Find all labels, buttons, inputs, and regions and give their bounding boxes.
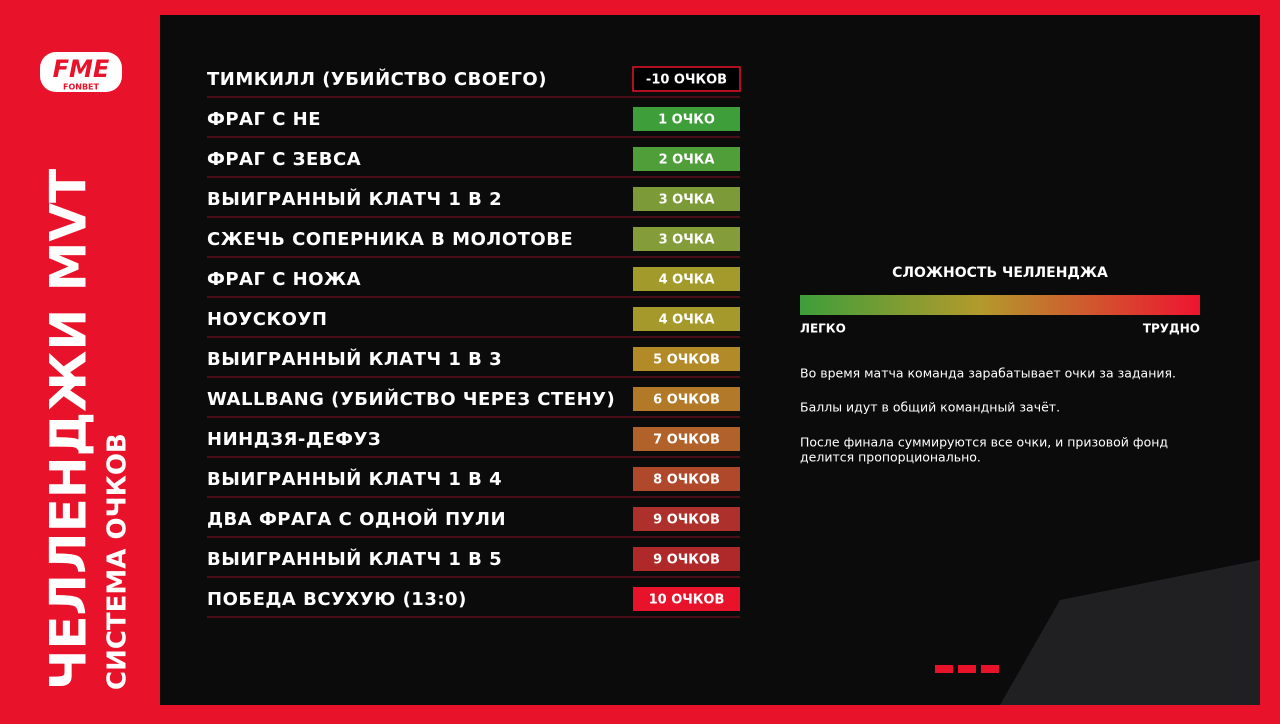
legend-hard: ТРУДНО [1143,322,1200,336]
points-badge [633,427,740,451]
note: После финала суммируются все очки, и при… [800,435,1168,450]
points-badge [633,507,740,531]
row-name: ДВА ФРАГА С ОДНОЙ ПУЛИ [207,508,506,530]
legend-easy: ЛЕГКО [800,322,846,336]
logo-sponsor: FONBET [63,83,100,92]
points-label: 4 ОЧКА [659,313,715,328]
row-name: WALLBANG (УБИЙСТВО ЧЕРЕЗ СТЕНУ) [207,388,615,410]
points-badge [633,467,740,491]
points-label: 3 ОЧКА [659,233,715,248]
points-label: 5 ОЧКОВ [653,353,720,368]
difficulty-bar [800,295,1200,315]
rows: ТИМКИЛЛ (УБИЙСТВО СВОЕГО) -10 ОЧКОВ ФРАГ С… [207,66,741,618]
row-name: ВЫИГРАННЫЙ КЛАТЧ 1 В 3 [207,348,502,370]
points-badge [633,227,740,251]
title: ЧЕЛЛЕНДЖИ MVT [40,169,98,690]
points-badge [633,387,740,411]
row-name: ПОБЕДА ВСУХУЮ (13:0) [207,589,467,610]
row-name: ТИМКИЛЛ (УБИЙСТВО СВОЕГО) [207,68,547,90]
row-name: ФРАГ С НЕ [207,109,321,130]
points-badge [632,66,741,92]
points-label: 1 ОЧКО [658,113,715,128]
points-label: 6 ОЧКОВ [653,393,720,408]
points-label: 3 ОЧКА [659,193,715,208]
points-label: 2 ОЧКА [659,153,715,168]
points-badge [633,307,740,331]
row-name: НОУСКОУП [207,309,327,330]
subtitle: СИСТЕМА ОЧКОВ [103,433,133,690]
decor [1000,560,1260,705]
points-badge [633,347,740,371]
row-name: ВЫИГРАННЫЙ КЛАТЧ 1 В 4 [207,468,502,490]
note: Баллы идут в общий командный зачёт. [800,400,1060,415]
points-label: 10 ОЧКОВ [649,593,725,608]
points-label: 9 ОЧКОВ [653,553,720,568]
points-badge [633,107,740,131]
points-badge [633,147,740,171]
row-name: ВЫИГРАННЫЙ КЛАТЧ 1 В 2 [207,188,502,210]
row-name: ФРАГ С НОЖА [207,269,361,290]
points-label: -10 ОЧКОВ [646,73,727,88]
points-badge [633,187,740,211]
points-badge [633,547,740,571]
points-label: 8 ОЧКОВ [653,473,720,488]
decor-stripes [935,665,999,673]
row-name: НИНДЗЯ-ДЕФУЗ [207,429,381,450]
logo-pill [40,52,122,92]
row-name: СЖЕЧЬ СОПЕРНИКА В МОЛОТОВЕ [207,229,573,250]
points-label: 4 ОЧКА [659,273,715,288]
row-name: ФРАГ С ЗЕВСА [207,149,361,170]
row-name: ВЫИГРАННЫЙ КЛАТЧ 1 В 5 [207,548,502,570]
legend-title: СЛОЖНОСТЬ ЧЕЛЛЕНДЖА [892,265,1108,281]
note: делится пропорционально. [800,450,981,465]
points-label: 9 ОЧКОВ [653,513,720,528]
note: Во время матча команда зарабатывает очки… [800,366,1176,381]
points-badge [633,267,740,291]
points-label: 7 ОЧКОВ [653,433,720,448]
points-badge [633,587,740,611]
logo-text: FME [53,55,110,83]
